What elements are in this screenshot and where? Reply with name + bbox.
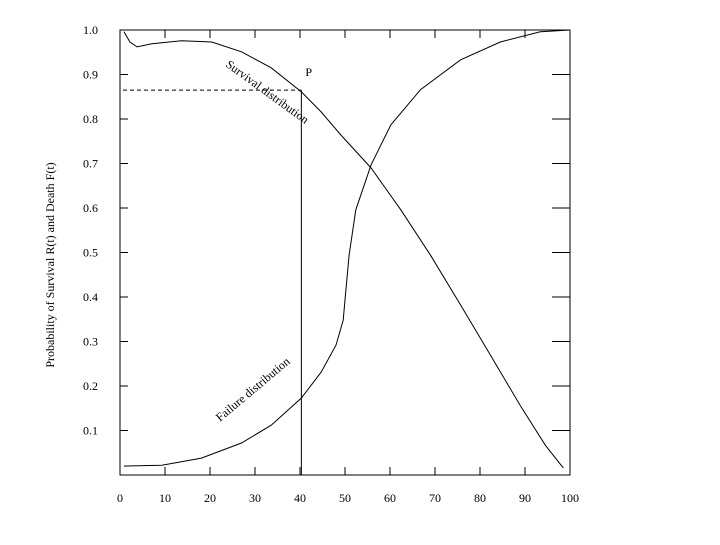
x-tick-label: 90 xyxy=(519,491,531,505)
x-tick-label: 40 xyxy=(294,491,306,505)
x-tick-label: 30 xyxy=(249,491,261,505)
x-tick-label: 70 xyxy=(429,491,441,505)
y-tick-label: 0.3 xyxy=(83,335,98,349)
y-tick-label: 0.5 xyxy=(83,246,98,260)
x-tick-label: 60 xyxy=(384,491,396,505)
marker-label: P xyxy=(305,65,312,79)
series-line xyxy=(123,29,571,467)
y-tick-label: 0.8 xyxy=(83,112,98,126)
y-tick-label: 0.4 xyxy=(83,290,98,304)
x-tick-label: 80 xyxy=(474,491,486,505)
x-tick-label: 50 xyxy=(339,491,351,505)
series-label: Survival distribution xyxy=(223,57,311,127)
series-line xyxy=(123,31,564,469)
x-tick-label: 10 xyxy=(159,491,171,505)
y-tick-label: 0.2 xyxy=(83,379,98,393)
y-tick-label: 0.7 xyxy=(83,157,98,171)
plot-frame xyxy=(119,29,571,476)
x-tick-label: 20 xyxy=(204,491,216,505)
y-axis-label: Probability of Survival R(t) and Death F… xyxy=(43,162,57,367)
y-tick-label: 0.6 xyxy=(83,201,98,215)
y-tick-label: 0.9 xyxy=(83,68,98,82)
x-tick-label: 0 xyxy=(117,491,123,505)
y-tick-label: 1.0 xyxy=(83,23,98,37)
series-label: Failure distribution xyxy=(213,354,293,424)
y-tick-label: 0.1 xyxy=(83,424,98,438)
x-tick-label: 100 xyxy=(561,491,579,505)
